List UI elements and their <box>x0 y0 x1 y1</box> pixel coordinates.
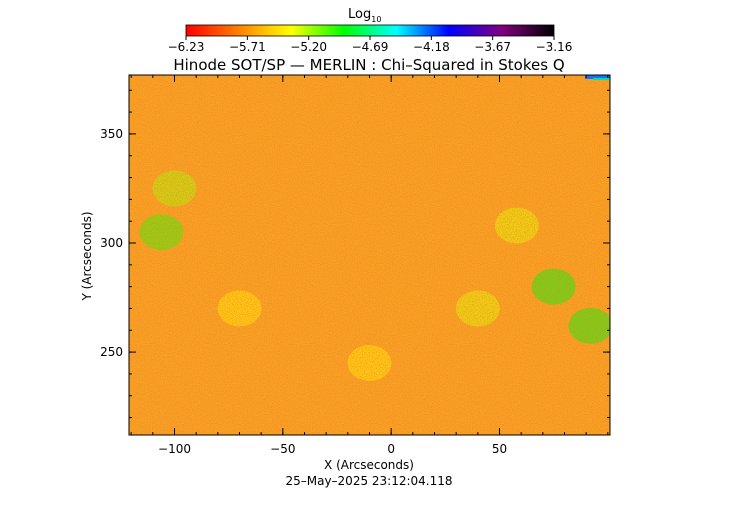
x-axis: −100 −50 0 50 <box>130 75 609 456</box>
y-axis: 250 300 350 <box>100 89 610 419</box>
colorbar-label: Log10 <box>348 7 381 24</box>
colorbar-tick-label: −4.18 <box>413 40 450 54</box>
heatmap-edge-high <box>585 75 610 79</box>
colorbar-tick-label: −3.67 <box>474 40 511 54</box>
x-axis-label: X (Arcseconds) <box>324 458 414 472</box>
y-tick-label: 350 <box>100 127 123 141</box>
x-tick-label: 50 <box>492 442 507 456</box>
x-tick-label: −50 <box>270 442 295 456</box>
colorbar-tick-label: −6.23 <box>168 40 205 54</box>
colorbar-tick-label: −5.71 <box>229 40 266 54</box>
heatmap-layer <box>129 75 610 435</box>
y-tick-label: 300 <box>100 236 123 250</box>
colorbar-ticks: −6.23 −5.71 −5.20 −4.69 −4.18 −3.67 −3.16 <box>168 36 573 54</box>
colorbar-tick-label: −4.69 <box>352 40 389 54</box>
colorbar-tick-label: −3.16 <box>536 40 573 54</box>
heatmap-texture <box>129 75 610 435</box>
x-tick-label: 0 <box>387 442 395 456</box>
timestamp: 25–May–2025 23:12:04.118 <box>285 474 452 488</box>
x-tick-label: −100 <box>158 442 191 456</box>
heatmap-edge-mid <box>593 78 610 80</box>
y-tick-label: 250 <box>100 345 123 359</box>
colorbar <box>185 24 555 37</box>
chart-title: Hinode SOT/SP — MERLIN : Chi–Squared in … <box>173 56 564 74</box>
colorbar-tick-label: −5.20 <box>290 40 327 54</box>
y-axis-label: Y (Arcseconds) <box>80 211 94 301</box>
